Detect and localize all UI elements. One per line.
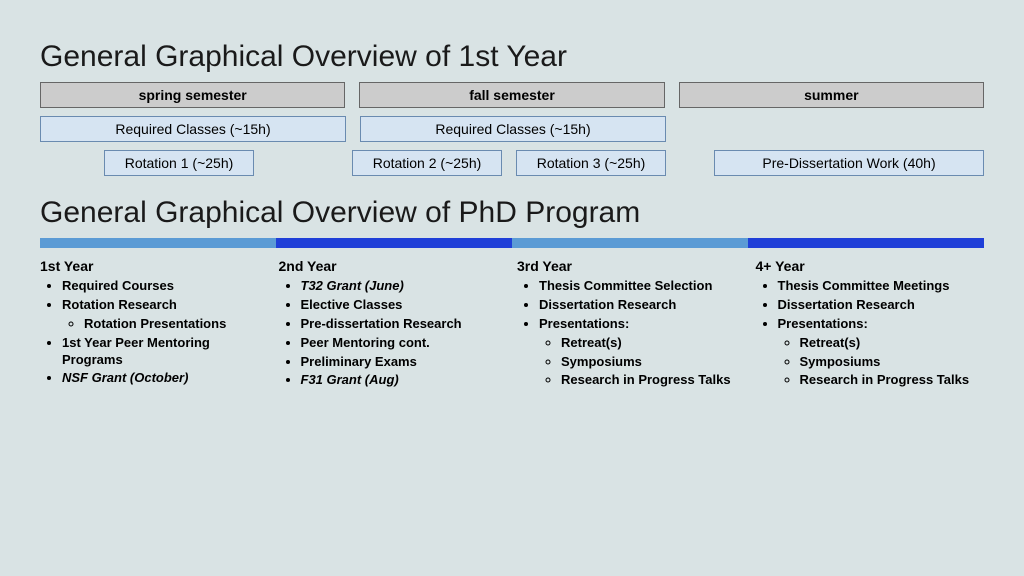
year-subitem: Symposiums: [800, 354, 985, 371]
required-classes-box: Required Classes (~15h): [360, 116, 666, 142]
timeline-segment: [512, 238, 748, 248]
timeline-segment: [276, 238, 512, 248]
rotation-box: Rotation 2 (~25h): [352, 150, 502, 176]
title-phd-program: General Graphical Overview of PhD Progra…: [40, 196, 984, 230]
year-title: 4+ Year: [756, 258, 985, 274]
timeline-segment: [40, 238, 276, 248]
year-item: Elective Classes: [301, 297, 508, 314]
semester-header: summer: [679, 82, 984, 108]
year-item: Pre-dissertation Research: [301, 316, 508, 333]
year-subitem: Research in Progress Talks: [561, 372, 746, 389]
year-item: F31 Grant (Aug): [301, 372, 508, 389]
semester-header: fall semester: [359, 82, 664, 108]
predissertation-box: Pre-Dissertation Work (40h): [714, 150, 984, 176]
year-item: Thesis Committee Selection: [539, 278, 746, 295]
year-title: 2nd Year: [279, 258, 508, 274]
year-item-list: T32 Grant (June) Elective Classes Pre-diss…: [279, 278, 508, 389]
year-column: 4+ Year Thesis Committee Meetings Disserta…: [756, 258, 985, 391]
year-column: 1st Year Required Courses Rotation Researc…: [40, 258, 269, 391]
year-columns: 1st Year Required Courses Rotation Researc…: [40, 258, 984, 391]
year-column: 2nd Year T32 Grant (June) Elective Classes…: [279, 258, 508, 391]
spacer: [680, 116, 984, 142]
year-title: 1st Year: [40, 258, 269, 274]
year-item: Thesis Committee Meetings: [778, 278, 985, 295]
spacer: [40, 150, 90, 176]
spacer: [680, 150, 700, 176]
year-item: T32 Grant (June): [301, 278, 508, 295]
year-subitem-list: Retreat(s) SymposiumsResearch in Progress…: [539, 335, 746, 390]
year-item: Dissertation Research: [539, 297, 746, 314]
year-item: 1st Year Peer Mentoring Programs: [62, 335, 269, 369]
title-first-year: General Graphical Overview of 1st Year: [40, 40, 984, 74]
timeline-segment: [748, 238, 984, 248]
year-subitem: Retreat(s): [800, 335, 985, 352]
year-item-list: Thesis Committee Meetings Dissertation Re…: [756, 278, 985, 389]
year-item: NSF Grant (October): [62, 370, 269, 387]
year-column: 3rd Year Thesis Committee Selection Disser…: [517, 258, 746, 391]
year-item: Preliminary Exams: [301, 354, 508, 371]
spacer: [268, 150, 338, 176]
year-item: Presentations:Retreat(s)SymposiumsResear…: [539, 316, 746, 390]
rotation-box: Rotation 3 (~25h): [516, 150, 666, 176]
year-item: Rotation ResearchRotation Presentations: [62, 297, 269, 333]
required-classes-row: Required Classes (~15h) Required Classes…: [40, 116, 984, 142]
year-item-list: Required Courses Rotation ResearchRotatio…: [40, 278, 269, 387]
year-item: Presentations:Retreat(s)SymposiumsResear…: [778, 316, 985, 390]
year-item-list: Thesis Committee Selection Dissertation R…: [517, 278, 746, 389]
year-item: Peer Mentoring cont.: [301, 335, 508, 352]
year-subitem: Research in Progress Talks: [800, 372, 985, 389]
year-subitem: Retreat(s): [561, 335, 746, 352]
year-subitem-list: Rotation Presentations: [62, 316, 269, 333]
rotation-box: Rotation 1 (~25h): [104, 150, 254, 176]
required-classes-box: Required Classes (~15h): [40, 116, 346, 142]
year-item: Dissertation Research: [778, 297, 985, 314]
year-subitem-list: Retreat(s) SymposiumsResearch in Progress…: [778, 335, 985, 390]
rotation-row: Rotation 1 (~25h) Rotation 2 (~25h) Rota…: [40, 150, 984, 176]
timeline-bar: [40, 238, 984, 248]
year-subitem: Symposiums: [561, 354, 746, 371]
year-subitem: Rotation Presentations: [84, 316, 269, 333]
year-title: 3rd Year: [517, 258, 746, 274]
year-item: Required Courses: [62, 278, 269, 295]
semester-header: spring semester: [40, 82, 345, 108]
semester-header-row: spring semester fall semester summer: [40, 82, 984, 108]
